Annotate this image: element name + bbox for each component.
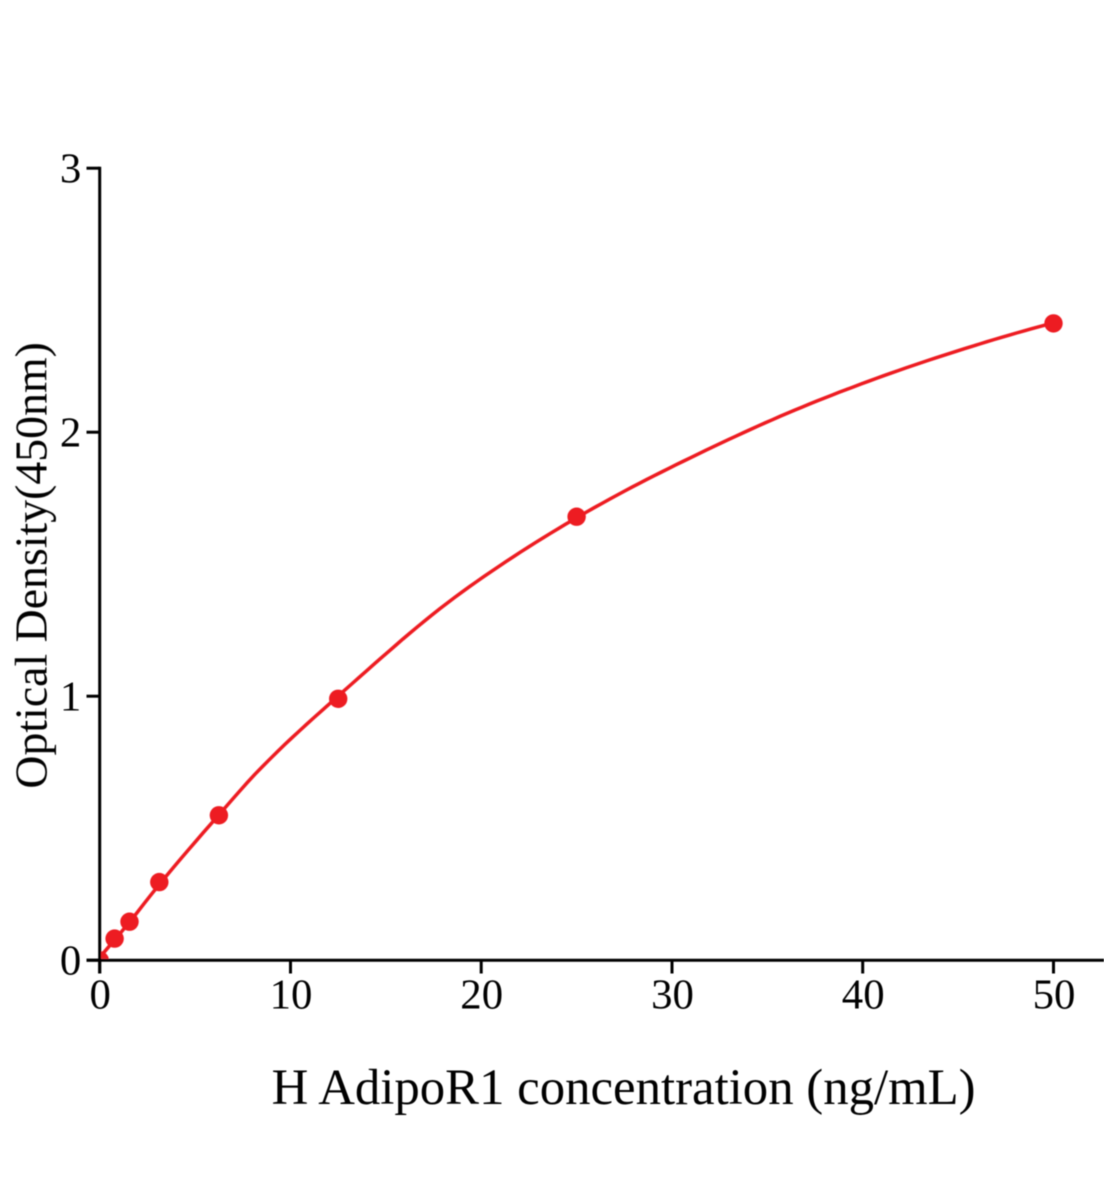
svg-text:1: 1: [60, 673, 81, 720]
svg-text:50: 50: [1033, 972, 1076, 1019]
svg-text:30: 30: [651, 972, 694, 1019]
svg-text:H AdipoR1 concentration (ng/mL: H AdipoR1 concentration (ng/mL): [272, 1059, 976, 1115]
svg-text:0: 0: [60, 937, 81, 984]
svg-text:40: 40: [842, 972, 885, 1019]
svg-text:2: 2: [60, 409, 81, 456]
svg-text:10: 10: [270, 972, 313, 1019]
svg-text:0: 0: [89, 972, 110, 1019]
svg-text:Optical Density(450nm): Optical Density(450nm): [6, 342, 57, 788]
svg-text:3: 3: [60, 145, 81, 192]
svg-text:20: 20: [460, 972, 503, 1019]
